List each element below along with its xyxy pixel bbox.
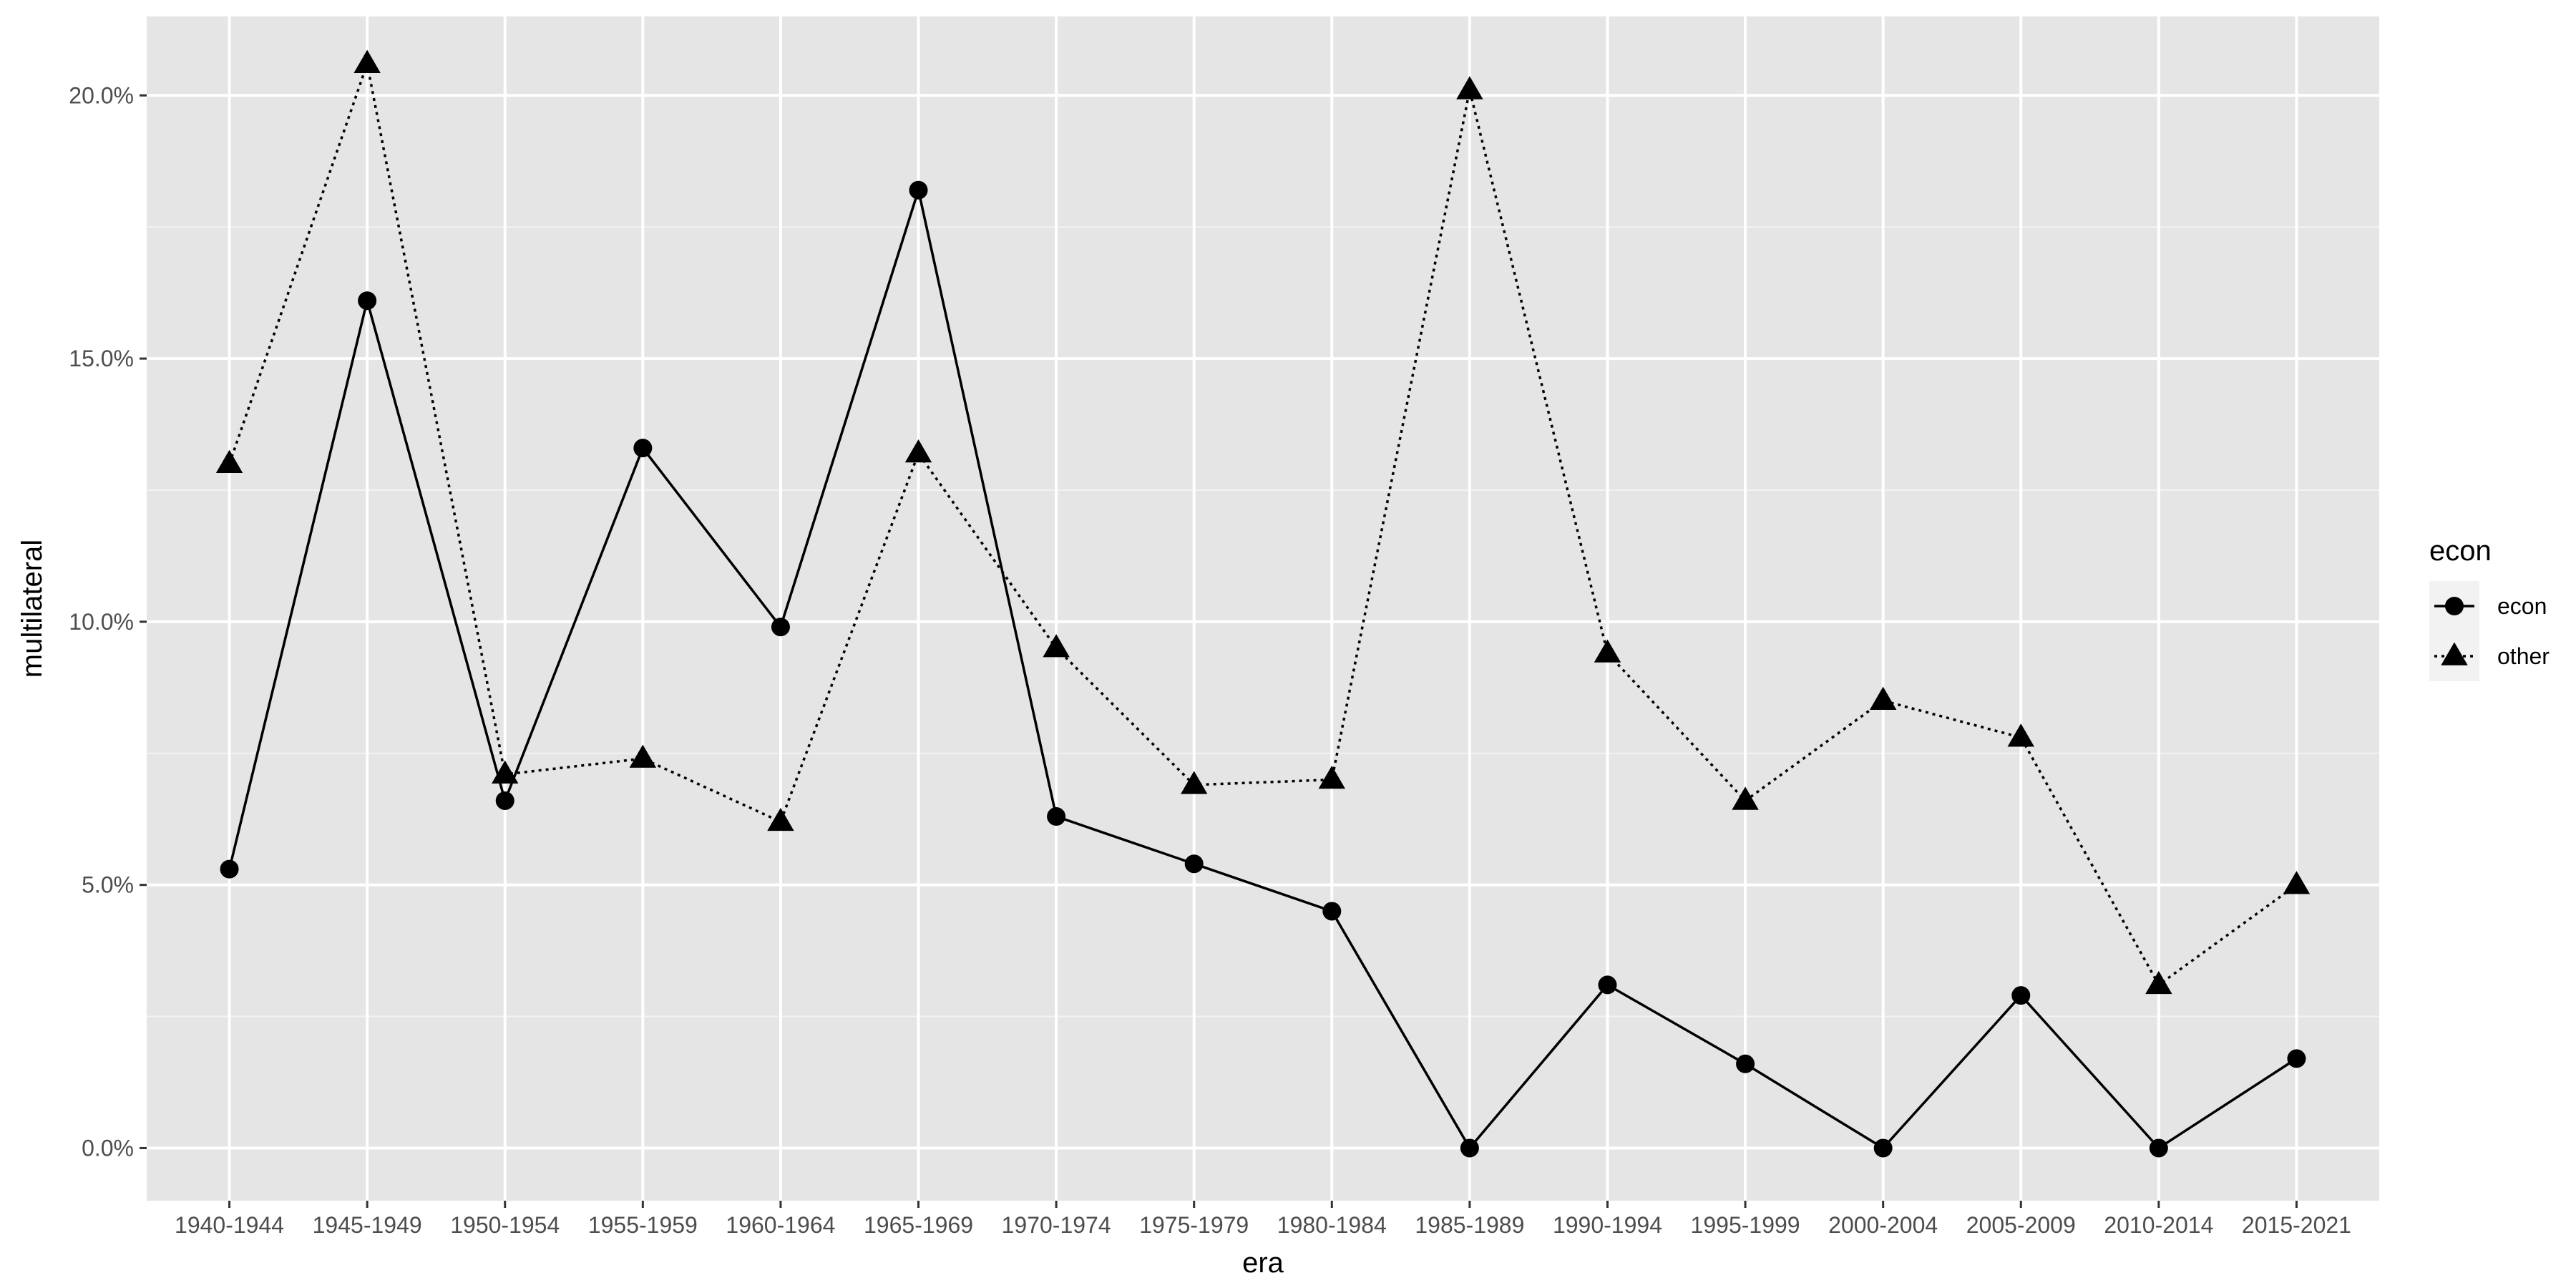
y-axis-title: multilateral — [16, 540, 48, 678]
data-point-econ — [495, 791, 514, 810]
x-tick-label: 1950-1954 — [450, 1212, 560, 1238]
legend-label: other — [2497, 643, 2550, 669]
x-tick-label: 2010-2014 — [2104, 1212, 2213, 1238]
data-point-econ — [1873, 1138, 1893, 1158]
x-axis-title: era — [1242, 1247, 1284, 1279]
x-tick-label: 1955-1959 — [588, 1212, 698, 1238]
data-point-econ — [2011, 986, 2031, 1005]
y-tick-label: 15.0% — [69, 346, 134, 371]
legend: econ econ other — [2429, 535, 2550, 681]
legend-key-marker — [2441, 642, 2468, 665]
x-axis: 1940-1944 1945-1949 1950-1954 1955-1959 1960… — [175, 1201, 2351, 1238]
y-tick-label: 10.0% — [69, 609, 134, 635]
x-tick-label: 2015-2021 — [2242, 1212, 2351, 1238]
data-point-econ — [1598, 975, 1617, 995]
legend-item-econ: econ — [2429, 581, 2547, 631]
x-tick-label: 1940-1944 — [175, 1212, 284, 1238]
series-econ — [220, 180, 2306, 1158]
data-point-other — [1318, 766, 1345, 789]
data-point-other — [1181, 771, 1208, 794]
legend-item-other: other — [2429, 631, 2550, 681]
data-point-econ — [909, 180, 928, 200]
data-point-econ — [1047, 807, 1066, 826]
data-point-econ — [220, 859, 239, 879]
y-axis: 0.0% 5.0% 10.0% 15.0% 20.0% — [69, 82, 147, 1161]
x-tick-label: 1945-1949 — [313, 1212, 422, 1238]
data-point-other — [1869, 686, 1897, 710]
minor-gridlines — [147, 226, 2379, 1018]
data-point-econ — [771, 618, 790, 637]
data-point-econ — [1184, 854, 1204, 874]
x-tick-label: 1995-1999 — [1691, 1212, 1800, 1238]
data-point-other — [1456, 76, 1483, 99]
data-point-econ — [2287, 1049, 2306, 1068]
data-point-other — [1043, 634, 1070, 658]
series-line-econ — [228, 185, 2298, 1151]
data-point-other — [215, 449, 243, 473]
legend-title: econ — [2429, 535, 2492, 567]
series-layer — [215, 49, 2311, 1158]
y-tick-label: 0.0% — [82, 1135, 134, 1161]
data-point-econ — [1736, 1054, 1755, 1073]
data-point-other — [353, 49, 381, 73]
data-point-other — [2007, 723, 2034, 747]
x-tick-label: 2000-2004 — [1828, 1212, 1938, 1238]
data-point-econ — [2149, 1138, 2168, 1158]
data-point-other — [904, 439, 932, 463]
data-point-other — [629, 744, 657, 768]
x-tick-label: 1970-1974 — [1002, 1212, 1111, 1238]
data-point-econ — [1322, 902, 1342, 921]
data-point-other — [2145, 970, 2172, 995]
x-tick-label: 1980-1984 — [1277, 1212, 1387, 1238]
legend-label: econ — [2497, 593, 2547, 619]
x-tick-label: 1990-1994 — [1553, 1212, 1662, 1238]
data-point-econ — [358, 291, 377, 311]
x-tick-label: 1985-1989 — [1415, 1212, 1524, 1238]
plot-panel — [147, 16, 2379, 1201]
data-point-other — [492, 760, 519, 784]
y-tick-label: 5.0% — [82, 872, 134, 898]
legend-key-marker — [2445, 597, 2464, 615]
x-tick-label: 1960-1964 — [726, 1212, 835, 1238]
data-point-other — [1594, 639, 1621, 663]
data-point-econ — [1460, 1138, 1479, 1158]
data-point-econ — [633, 439, 653, 458]
x-tick-label: 2005-2009 — [1966, 1212, 2076, 1238]
data-point-other — [767, 807, 794, 831]
y-tick-label: 20.0% — [69, 82, 134, 108]
x-tick-label: 1965-1969 — [864, 1212, 973, 1238]
data-point-other — [1732, 786, 1759, 810]
series-other — [215, 49, 2311, 995]
x-tick-label: 1975-1979 — [1139, 1212, 1249, 1238]
data-point-other — [2283, 871, 2311, 894]
